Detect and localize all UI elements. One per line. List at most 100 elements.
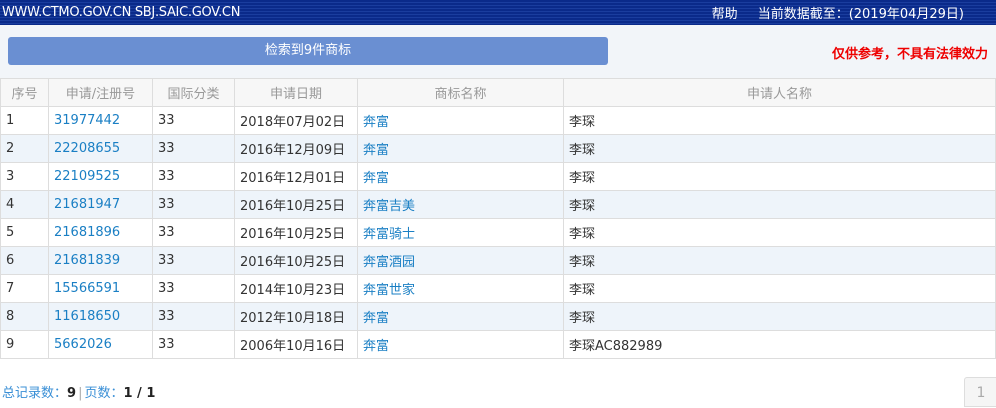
cell: 李琛 [563, 162, 996, 191]
cell: 2016年10月25日 [234, 190, 358, 219]
registration-number-link[interactable]: 5662026 [54, 337, 112, 352]
help-link[interactable]: 帮助 [711, 6, 738, 22]
cell: 2016年10月25日 [234, 246, 358, 275]
cell: 21681947 [48, 190, 153, 219]
cell: 奔富 [357, 162, 564, 191]
cell: 5 [0, 218, 49, 247]
cell: 奔富 [357, 106, 564, 135]
cell: 奔富吉美 [357, 190, 564, 219]
total-label: 总记录数： [2, 386, 68, 401]
cell: 33 [152, 162, 235, 191]
search-result-button[interactable]: 检索到9件商标 [8, 37, 608, 65]
cell: 22109525 [48, 162, 153, 191]
cell: 李琛 [563, 274, 996, 303]
trademark-name-link[interactable]: 奔富酒园 [363, 255, 416, 270]
cell: 奔富 [357, 330, 564, 359]
column-header: 序号 [0, 78, 49, 107]
cell: 李琛 [563, 106, 996, 135]
column-header: 申请人名称 [563, 78, 996, 107]
cell: 22208655 [48, 134, 153, 163]
site-url: WWW.CTMO.GOV.CN SBJ.SAIC.GOV.CN [2, 4, 241, 20]
cell: 33 [152, 190, 235, 219]
trademark-table: 序号 申请/注册号 国际分类 申请日期 商标名称 申请人名称 1 31977442 33 201… [0, 78, 996, 359]
cell: 2006年10月16日 [234, 330, 358, 359]
cell: 奔富 [357, 302, 564, 331]
cell: 21681839 [48, 246, 153, 275]
trademark-name-link[interactable]: 奔富骑士 [363, 227, 416, 242]
cell: 15566591 [48, 274, 153, 303]
cell: 6 [0, 246, 49, 275]
trademark-name-link[interactable]: 奔富 [363, 115, 390, 130]
cell: 8 [0, 302, 49, 331]
cell: 2014年10月23日 [234, 274, 358, 303]
cell: 33 [152, 106, 235, 135]
cell: 4 [0, 190, 49, 219]
cell: 2016年12月01日 [234, 162, 358, 191]
table-row: 1 31977442 33 2018年07月02日 奔富 李琛 [0, 106, 996, 135]
registration-number-link[interactable]: 11618650 [54, 309, 121, 324]
cell: 李琛 [563, 134, 996, 163]
trademark-name-link[interactable]: 奔富 [363, 143, 390, 158]
cell: 3 [0, 162, 49, 191]
registration-number-link[interactable]: 21681896 [54, 225, 121, 240]
legal-notice: 仅供参考，不具有法律效力 [831, 47, 988, 62]
cell: 2 [0, 134, 49, 163]
trademark-name-link[interactable]: 奔富 [363, 311, 390, 326]
column-header: 商标名称 [357, 78, 564, 107]
cell: 2016年12月09日 [234, 134, 358, 163]
cell: 奔富骑士 [357, 218, 564, 247]
table-row: 8 11618650 33 2012年10月18日 奔富 李琛 [0, 302, 996, 331]
result-bar: 检索到9件商标 仅供参考，不具有法律效力 [0, 25, 996, 78]
cell: 33 [152, 246, 235, 275]
cell: 21681896 [48, 218, 153, 247]
cell: 2012年10月18日 [234, 302, 358, 331]
cell: 2016年10月25日 [234, 218, 358, 247]
cell: 奔富世家 [357, 274, 564, 303]
column-header: 申请日期 [234, 78, 358, 107]
cell: 7 [0, 274, 49, 303]
table-row: 6 21681839 33 2016年10月25日 奔富酒园 李琛 [0, 246, 996, 275]
registration-number-link[interactable]: 21681839 [54, 253, 121, 268]
data-date: 当前数据截至：(2019年04月29日) [757, 6, 964, 22]
table-row: 9 5662026 33 2006年10月16日 奔富 李琛AC882989 [0, 330, 996, 359]
table-row: 2 22208655 33 2016年12月09日 奔富 李琛 [0, 134, 996, 163]
table-row: 4 21681947 33 2016年10月25日 奔富吉美 李琛 [0, 190, 996, 219]
cell: 11618650 [48, 302, 153, 331]
registration-number-link[interactable]: 22208655 [54, 141, 121, 156]
cell: 5662026 [48, 330, 153, 359]
cell: 李琛 [563, 302, 996, 331]
trademark-name-link[interactable]: 奔富吉美 [363, 199, 416, 214]
trademark-name-link[interactable]: 奔富 [363, 339, 390, 354]
cell: 李琛 [563, 190, 996, 219]
registration-number-link[interactable]: 31977442 [54, 113, 121, 128]
pages-label: 页数： [84, 386, 124, 401]
registration-number-link[interactable]: 22109525 [54, 169, 121, 184]
cell: 33 [152, 218, 235, 247]
cell: 33 [152, 134, 235, 163]
table-row: 5 21681896 33 2016年10月25日 奔富骑士 李琛 [0, 218, 996, 247]
top-banner: WWW.CTMO.GOV.CN SBJ.SAIC.GOV.CN 帮助 当前数据截… [0, 0, 996, 25]
cell: 奔富酒园 [357, 246, 564, 275]
cell: 9 [0, 330, 49, 359]
cell: 33 [152, 274, 235, 303]
table-row: 3 22109525 33 2016年12月01日 奔富 李琛 [0, 162, 996, 191]
cell: 李琛 [563, 246, 996, 275]
table-row: 7 15566591 33 2014年10月23日 奔富世家 李琛 [0, 274, 996, 303]
trademark-name-link[interactable]: 奔富 [363, 171, 390, 186]
total-count: 9 [67, 386, 77, 401]
cell: 2018年07月02日 [234, 106, 358, 135]
registration-number-link[interactable]: 15566591 [54, 281, 121, 296]
page-count: 1 / 1 [123, 386, 156, 401]
record-summary: 总记录数：9 | 页数：1 / 1 [2, 386, 156, 401]
cell: 奔富 [357, 134, 564, 163]
column-header: 国际分类 [152, 78, 235, 107]
cell: 李琛 [563, 218, 996, 247]
cell: 33 [152, 302, 235, 331]
cell: 1 [0, 106, 49, 135]
registration-number-link[interactable]: 21681947 [54, 197, 121, 212]
trademark-name-link[interactable]: 奔富世家 [363, 283, 416, 298]
column-header: 申请/注册号 [48, 78, 153, 107]
cell: 李琛AC882989 [563, 330, 996, 359]
page-button[interactable]: 1 [964, 377, 996, 407]
cell: 33 [152, 330, 235, 359]
